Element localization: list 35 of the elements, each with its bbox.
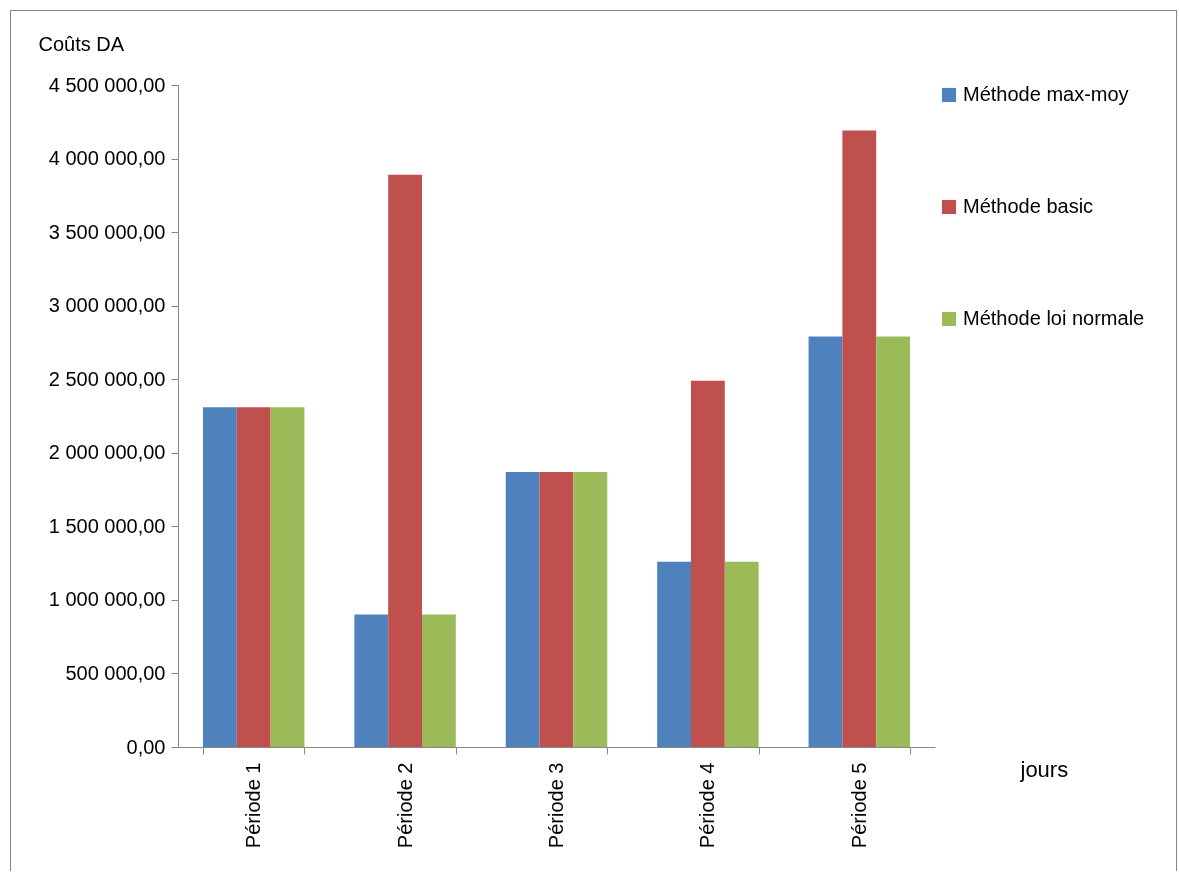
y-tick-label: 1 500 000,00: [48, 514, 166, 537]
y-tick-label: 4 500 000,00: [48, 73, 166, 96]
bar: [354, 614, 389, 747]
y-tick-label: 2 000 000,00: [48, 441, 166, 464]
bar: [422, 614, 456, 747]
bar: [724, 561, 759, 747]
legend-label: Méthode loi normale: [963, 307, 1145, 329]
y-tick-label: 500 000,00: [65, 661, 166, 684]
bar: [202, 407, 237, 747]
y-tick-label: 4 000 000,00: [48, 147, 166, 170]
bar: [690, 380, 725, 747]
y-axis-title: Coûts DA: [38, 32, 125, 55]
bar: [876, 336, 911, 747]
bar: [505, 471, 540, 747]
bar: [808, 336, 843, 747]
y-tick-label: 2 500 000,00: [48, 367, 166, 390]
bar: [539, 471, 574, 747]
x-tick-label: Période 3: [545, 762, 567, 849]
x-tick-label: Période 1: [242, 762, 265, 849]
bar: [236, 407, 271, 747]
bar: [270, 407, 305, 747]
x-tick-label: Période 2: [393, 762, 416, 849]
bar: [388, 174, 423, 747]
y-tick-label: 0,00: [126, 735, 166, 758]
bar: [657, 561, 691, 747]
bar: [573, 471, 608, 747]
legend-label: Méthode max-moy: [963, 83, 1129, 105]
x-tick-label: Période 4: [696, 762, 719, 849]
x-axis-title: jours: [1019, 756, 1069, 782]
bar: [842, 130, 877, 747]
x-tick-label: Période 5: [847, 762, 870, 849]
y-tick-label: 3 000 000,00: [48, 294, 166, 317]
y-tick-label: 3 500 000,00: [48, 220, 166, 243]
y-tick-label: 1 000 000,00: [48, 588, 166, 611]
legend-label: Méthode basic: [963, 195, 1094, 217]
